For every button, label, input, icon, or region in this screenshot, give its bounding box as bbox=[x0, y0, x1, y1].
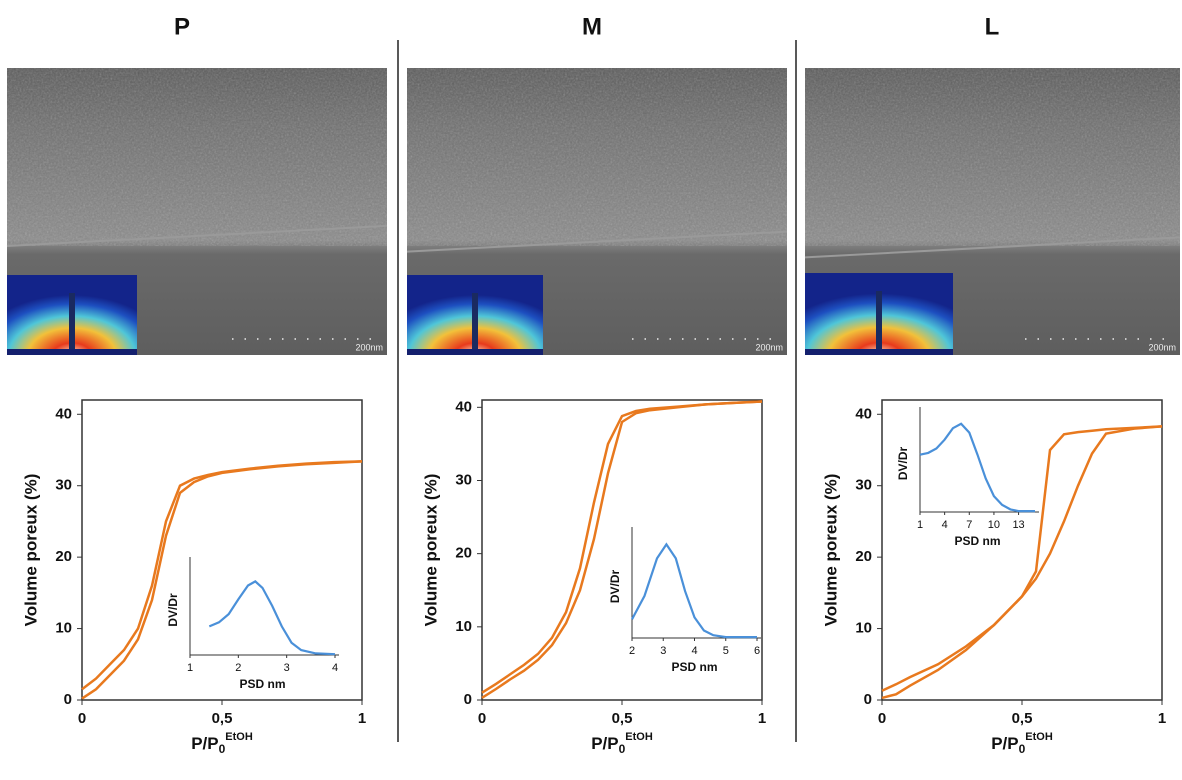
chart-title: M bbox=[582, 13, 602, 40]
y-tick-label: 20 bbox=[855, 548, 872, 565]
x-label-base: P/P bbox=[991, 734, 1018, 753]
inset-x-tick-label: 7 bbox=[966, 519, 972, 531]
isotherm-line bbox=[81, 460, 363, 700]
x-axis-label: P/P0EtOH bbox=[991, 731, 1053, 756]
psd-line bbox=[919, 422, 1035, 513]
inset-x-tick-label: 10 bbox=[988, 519, 1000, 531]
x-label-base: P/P bbox=[591, 734, 618, 753]
y-tick-label: 0 bbox=[864, 691, 872, 708]
x-tick-label: 1 bbox=[758, 710, 766, 727]
plot-frame bbox=[481, 399, 763, 701]
isotherm-line bbox=[881, 425, 1163, 700]
gisaxs-beamstop bbox=[69, 293, 75, 355]
y-tick-label: 30 bbox=[55, 477, 72, 494]
inset-x-tick-label: 4 bbox=[691, 645, 697, 657]
inset-x-tick-label: 6 bbox=[754, 645, 760, 657]
psd-line bbox=[631, 542, 757, 639]
x-tick-label: 0,5 bbox=[1012, 710, 1033, 727]
y-tick-label: 30 bbox=[455, 471, 472, 488]
scale-label: 200nm bbox=[755, 342, 783, 352]
substrate-edge bbox=[804, 236, 1181, 259]
y-tick-label: 20 bbox=[55, 548, 72, 565]
y-tick-label: 10 bbox=[455, 618, 472, 635]
inset-x-tick-label: 4 bbox=[942, 519, 948, 531]
inset-x-label: PSD nm bbox=[954, 534, 1000, 548]
inset-x-tick-label: 2 bbox=[235, 662, 241, 674]
x-tick-label: 1 bbox=[358, 710, 366, 727]
x-label-sub: 0 bbox=[1019, 742, 1026, 756]
isotherm-line bbox=[481, 400, 763, 699]
y-tick-label: 20 bbox=[455, 545, 472, 562]
x-tick-label: 0 bbox=[78, 710, 86, 727]
isotherm-line bbox=[81, 460, 363, 691]
inset-x-label: PSD nm bbox=[239, 677, 285, 691]
inset-x-tick-label: 4 bbox=[332, 662, 338, 674]
y-tick-label: 40 bbox=[455, 398, 472, 415]
inset-y-label: DV/Dr bbox=[896, 447, 910, 481]
y-tick-label: 40 bbox=[855, 405, 872, 422]
gisaxs-horizon bbox=[407, 349, 543, 355]
y-axis-label: Volume poreux (%) bbox=[21, 474, 40, 627]
inset-x-tick-label: 13 bbox=[1012, 519, 1024, 531]
sem-texture bbox=[407, 68, 787, 246]
inset-x-label: PSD nm bbox=[671, 660, 717, 674]
x-label-sup: EtOH bbox=[625, 731, 653, 743]
x-label-sub: 0 bbox=[619, 742, 626, 756]
inset-x-tick-label: 2 bbox=[629, 645, 635, 657]
sem-image: 200nm bbox=[804, 68, 1181, 355]
sem-texture bbox=[805, 68, 1180, 246]
inset-x-tick-label: 5 bbox=[723, 645, 729, 657]
x-axis-label: P/P0EtOH bbox=[191, 731, 253, 756]
x-axis-label: P/P0EtOH bbox=[591, 731, 653, 756]
x-tick-label: 0 bbox=[878, 710, 886, 727]
y-tick-label: 30 bbox=[855, 477, 872, 494]
sem-texture bbox=[7, 68, 387, 246]
plot-frame bbox=[881, 399, 1163, 701]
x-tick-label: 0,5 bbox=[212, 710, 233, 727]
x-tick-label: 0,5 bbox=[612, 710, 633, 727]
y-tick-label: 10 bbox=[55, 620, 72, 637]
y-tick-label: 0 bbox=[464, 691, 472, 708]
x-label-sub: 0 bbox=[219, 742, 226, 756]
inset-x-tick-label: 1 bbox=[187, 662, 193, 674]
x-label-sup: EtOH bbox=[1025, 731, 1053, 743]
inset-y-label: DV/Dr bbox=[608, 570, 622, 604]
chart-title: L bbox=[985, 13, 1000, 40]
substrate-edge bbox=[406, 230, 788, 253]
x-tick-label: 1 bbox=[1158, 710, 1166, 727]
inset-x-tick-label: 3 bbox=[660, 645, 666, 657]
psd-line bbox=[208, 580, 336, 656]
inset-x-tick-label: 3 bbox=[284, 662, 290, 674]
x-tick-label: 0 bbox=[478, 710, 486, 727]
chart-title: P bbox=[174, 13, 190, 40]
scale-label: 200nm bbox=[1148, 342, 1176, 352]
gisaxs-horizon bbox=[7, 349, 137, 355]
gisaxs-beamstop bbox=[876, 291, 882, 355]
gisaxs-horizon bbox=[805, 349, 953, 355]
y-tick-label: 10 bbox=[855, 620, 872, 637]
x-label-base: P/P bbox=[191, 734, 218, 753]
sem-image: 200nm bbox=[406, 68, 788, 355]
sem-image: 200nm bbox=[6, 68, 388, 355]
gisaxs-beamstop bbox=[472, 293, 478, 355]
inset-x-tick-label: 1 bbox=[917, 519, 923, 531]
y-axis-label: Volume poreux (%) bbox=[821, 474, 840, 627]
substrate-edge bbox=[6, 224, 388, 247]
x-label-sup: EtOH bbox=[225, 731, 253, 743]
y-tick-label: 40 bbox=[55, 405, 72, 422]
scale-label: 200nm bbox=[355, 342, 383, 352]
isotherm-line bbox=[481, 400, 763, 694]
y-axis-label: Volume poreux (%) bbox=[421, 474, 440, 627]
y-tick-label: 0 bbox=[64, 691, 72, 708]
inset-y-label: DV/Dr bbox=[166, 593, 180, 627]
isotherm-line bbox=[881, 425, 1163, 692]
